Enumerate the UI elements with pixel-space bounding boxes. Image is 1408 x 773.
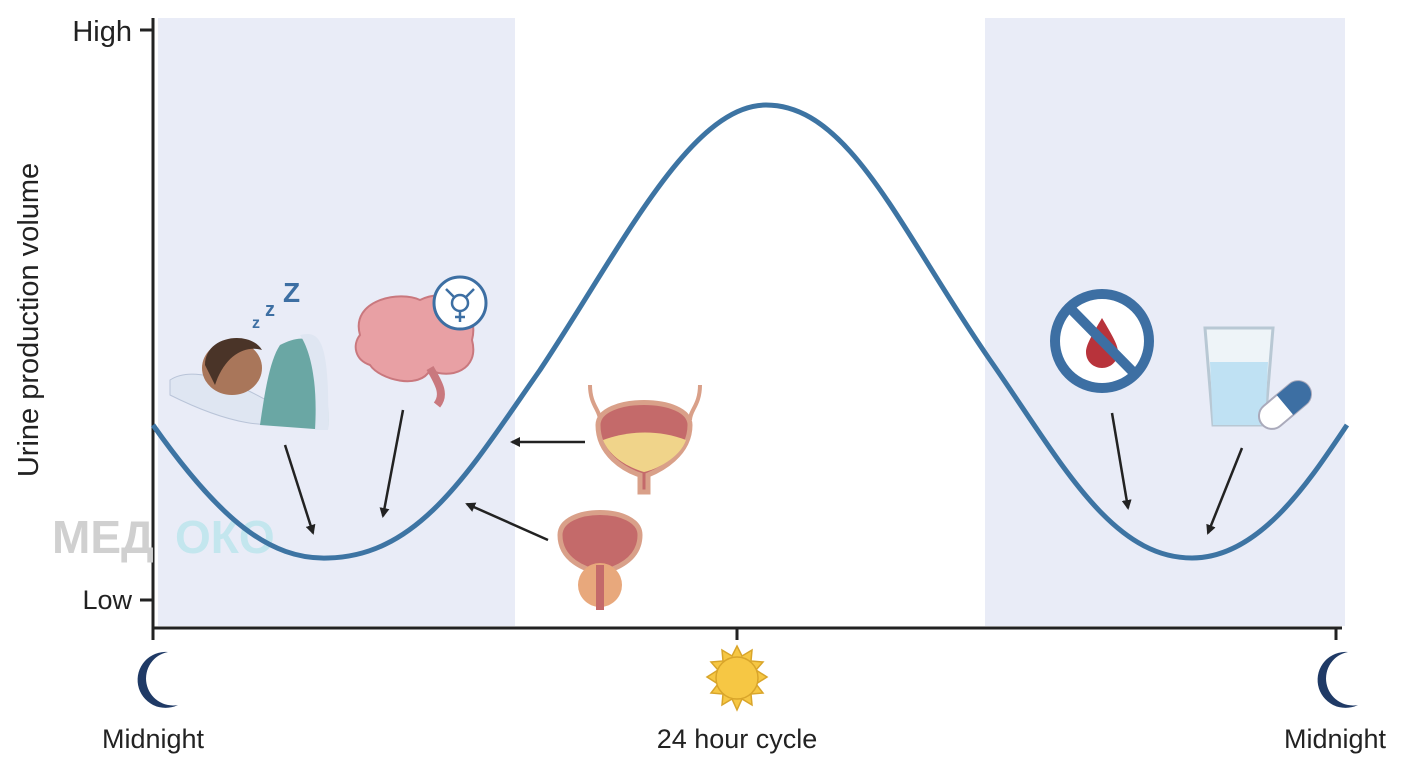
night-region: [985, 18, 1345, 626]
svg-text:Z: Z: [283, 277, 300, 308]
water-pill-icon: [1203, 326, 1313, 430]
watermark: МЕД: [52, 511, 154, 563]
brain-icon: [354, 275, 488, 408]
y-low-label: Low: [82, 585, 132, 615]
arrows: [283, 409, 1244, 542]
bladder-icon: [588, 384, 702, 495]
urine-curve: [150, 102, 1350, 561]
sleeping-person-icon: z z Z: [169, 277, 329, 430]
svg-text:z: z: [252, 315, 260, 332]
y-axis-label: Urine production volume: [13, 163, 45, 477]
sun-icon: [705, 644, 769, 712]
moon-icon: [137, 651, 178, 708]
moon-icon: [1317, 651, 1358, 708]
svg-text:z: z: [265, 299, 275, 321]
x-start-label: Midnight: [102, 724, 205, 754]
prostate-bladder-icon: [557, 510, 643, 610]
x-end-label: Midnight: [1284, 724, 1387, 754]
y-high-label: High: [72, 16, 132, 48]
x-middle-label: 24 hour cycle: [657, 724, 818, 754]
no-blood-icon: [1050, 289, 1154, 393]
